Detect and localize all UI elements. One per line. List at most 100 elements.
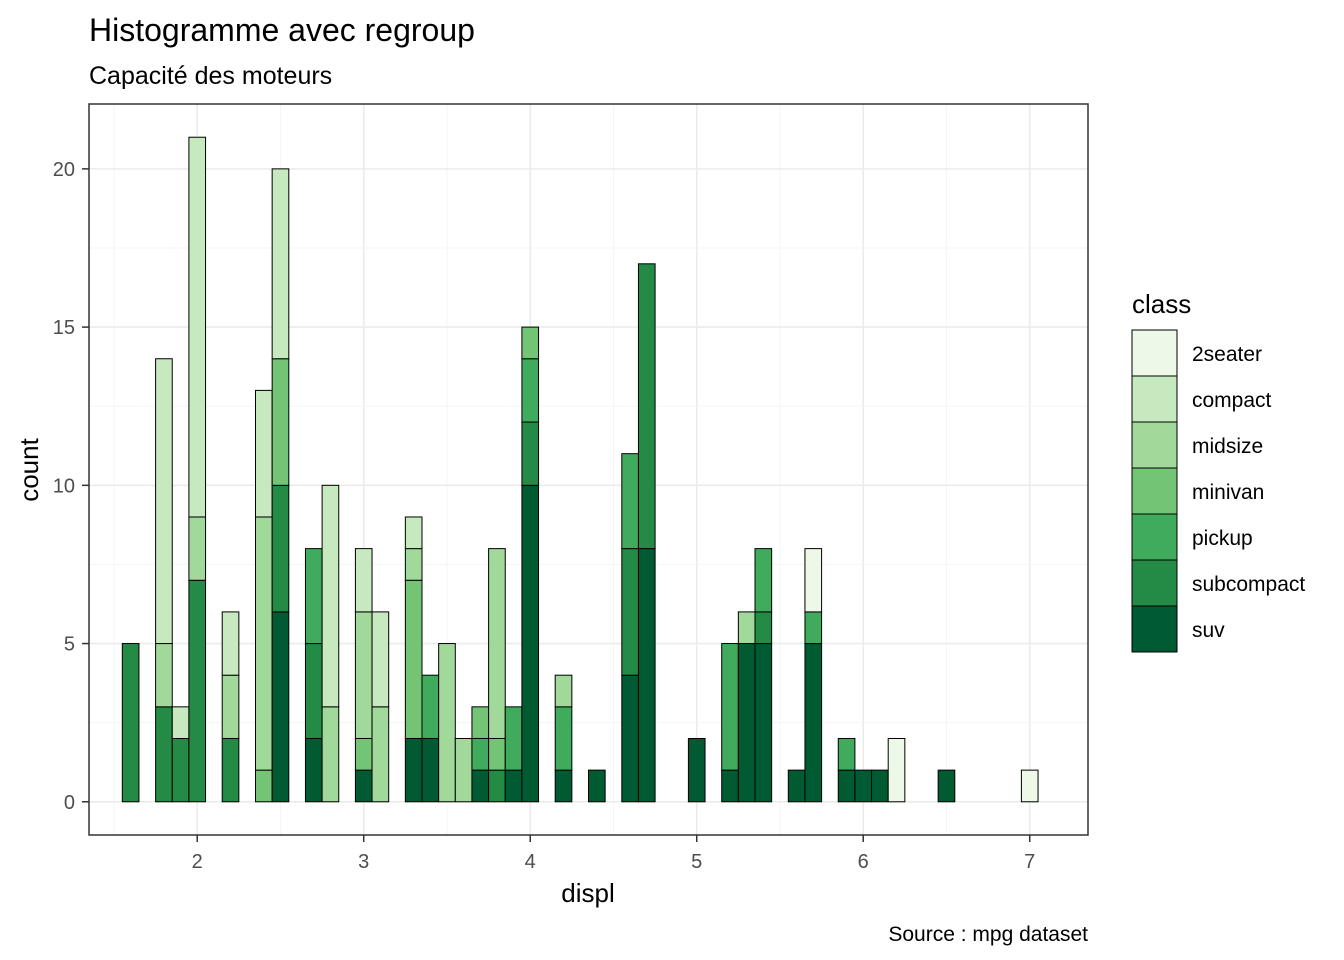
bar-segment-subcompact (621, 548, 639, 676)
bar-segment-subcompact (171, 737, 190, 803)
bar-segment-suv (854, 769, 873, 803)
y-tick-label: 15 (53, 317, 75, 339)
bar-segment-suv (754, 643, 773, 803)
bar-segment-suv (354, 769, 373, 803)
x-tick-label: 5 (691, 851, 702, 873)
bar-segment-pickup (504, 706, 523, 771)
legend-label-suv: suv (1192, 619, 1225, 642)
bar-segment-suv (721, 769, 739, 803)
chart-caption: Source : mpg dataset (888, 923, 1088, 946)
bar-segment-subcompact (221, 737, 240, 803)
legend: class 2seater compact midsize minivan pickup… (1131, 289, 1305, 653)
x-axis-title: displ (561, 878, 614, 908)
bar-segment-suv (271, 611, 290, 803)
bar-segment-midsize (454, 737, 473, 803)
bar-segment-midsize (404, 548, 423, 581)
bar-segment-2seater (1020, 769, 1039, 803)
bar-segment-pickup (304, 548, 323, 645)
bar-segment-suv (404, 737, 423, 803)
bar-segment-midsize (354, 611, 373, 739)
x-tick-label: 6 (858, 851, 869, 873)
legend-key-2seater (1131, 329, 1178, 377)
bar-segment-2seater (887, 737, 906, 803)
bar-segment-pickup (421, 674, 440, 739)
bar-segment-suv (937, 769, 956, 803)
plot-panel (88, 103, 1089, 836)
legend-key-pickup (1131, 513, 1178, 561)
bar-segment-minivan (271, 358, 290, 486)
bar-segment-midsize (321, 706, 340, 803)
bar-segment-compact (221, 611, 240, 676)
bar-segment-subcompact (754, 611, 773, 645)
legend-key-compact (1131, 375, 1178, 423)
legend-label-subcompact: subcompact (1192, 573, 1305, 596)
bar-segment-pickup (754, 548, 773, 613)
x-axis: 2 3 4 5 6 7 (192, 835, 1035, 873)
bar-segment-subcompact (155, 706, 173, 803)
bar-segment-subcompact (188, 579, 207, 803)
bar-segment-minivan (255, 769, 273, 803)
x-tick-label: 3 (358, 851, 369, 873)
bar-segment-suv (737, 643, 756, 803)
bar-segment-midsize (221, 674, 240, 739)
y-tick-label: 0 (64, 792, 75, 814)
bar-segment-compact (404, 516, 423, 550)
bar-segment-compact (354, 548, 373, 613)
bar-segment-midsize (488, 548, 506, 739)
bar-segment-compact (371, 611, 390, 708)
legend-label-compact: compact (1192, 389, 1272, 412)
bar-segment-subcompact (271, 484, 290, 613)
bar-segment-pickup (721, 643, 739, 771)
panel-border (88, 103, 1089, 836)
legend-label-2seater: 2seater (1192, 343, 1262, 366)
bar-segment-minivan (354, 737, 373, 771)
bar-segment-compact (188, 136, 207, 518)
bar-segment-minivan (404, 579, 423, 739)
bar-segment-pickup (837, 737, 856, 771)
bar-segment-subcompact (637, 263, 656, 550)
bar-segment-minivan (488, 737, 506, 771)
bar-segment-subcompact (121, 643, 140, 803)
legend-title: class (1132, 289, 1191, 319)
bar-segment-midsize (155, 643, 173, 708)
bar-segment-subcompact (488, 769, 506, 803)
bar-segment-suv (304, 737, 323, 803)
y-tick-label: 10 (53, 475, 75, 497)
y-axis-title: count (14, 437, 44, 501)
legend-items: 2seater compact midsize minivan pickup subcom… (1131, 329, 1305, 653)
bar-segment-pickup (521, 358, 540, 423)
bar-segment-suv (521, 484, 540, 803)
bar-segment-pickup (804, 611, 823, 645)
bar-segment-suv (804, 643, 823, 803)
bar-segment-suv (787, 769, 806, 803)
bar-segment-pickup (554, 706, 573, 771)
legend-label-pickup: pickup (1192, 527, 1253, 550)
bar-segment-suv (421, 737, 440, 803)
x-tick-label: 4 (525, 851, 536, 873)
legend-key-midsize (1131, 421, 1178, 469)
bar-segment-suv (471, 769, 490, 803)
x-tick-label: 7 (1024, 851, 1035, 873)
bar-segment-pickup (471, 737, 490, 771)
bar-segment-subcompact (304, 643, 323, 739)
chart-title: Histogramme avec regroup (89, 12, 475, 48)
legend-label-minivan: minivan (1192, 481, 1264, 504)
bar-segment-midsize (737, 611, 756, 645)
bar-segment-suv (588, 769, 606, 803)
bar-segment-pickup (621, 453, 639, 550)
legend-key-subcompact (1131, 559, 1178, 607)
bar-segment-midsize (554, 674, 573, 708)
y-tick-label: 5 (64, 634, 75, 656)
bar-segment-midsize (188, 516, 207, 581)
bar-segment-suv (871, 769, 889, 803)
bar-segment-compact (321, 484, 340, 708)
bar-segment-compact (155, 358, 173, 645)
bar-segment-suv (554, 769, 573, 803)
bar-segment-suv (621, 674, 639, 803)
x-tick-label: 2 (192, 851, 203, 873)
y-tick-label: 20 (53, 159, 75, 181)
bar-segment-minivan (521, 326, 540, 360)
bar-segment-compact (255, 389, 273, 518)
bar-segment-suv (637, 548, 656, 803)
